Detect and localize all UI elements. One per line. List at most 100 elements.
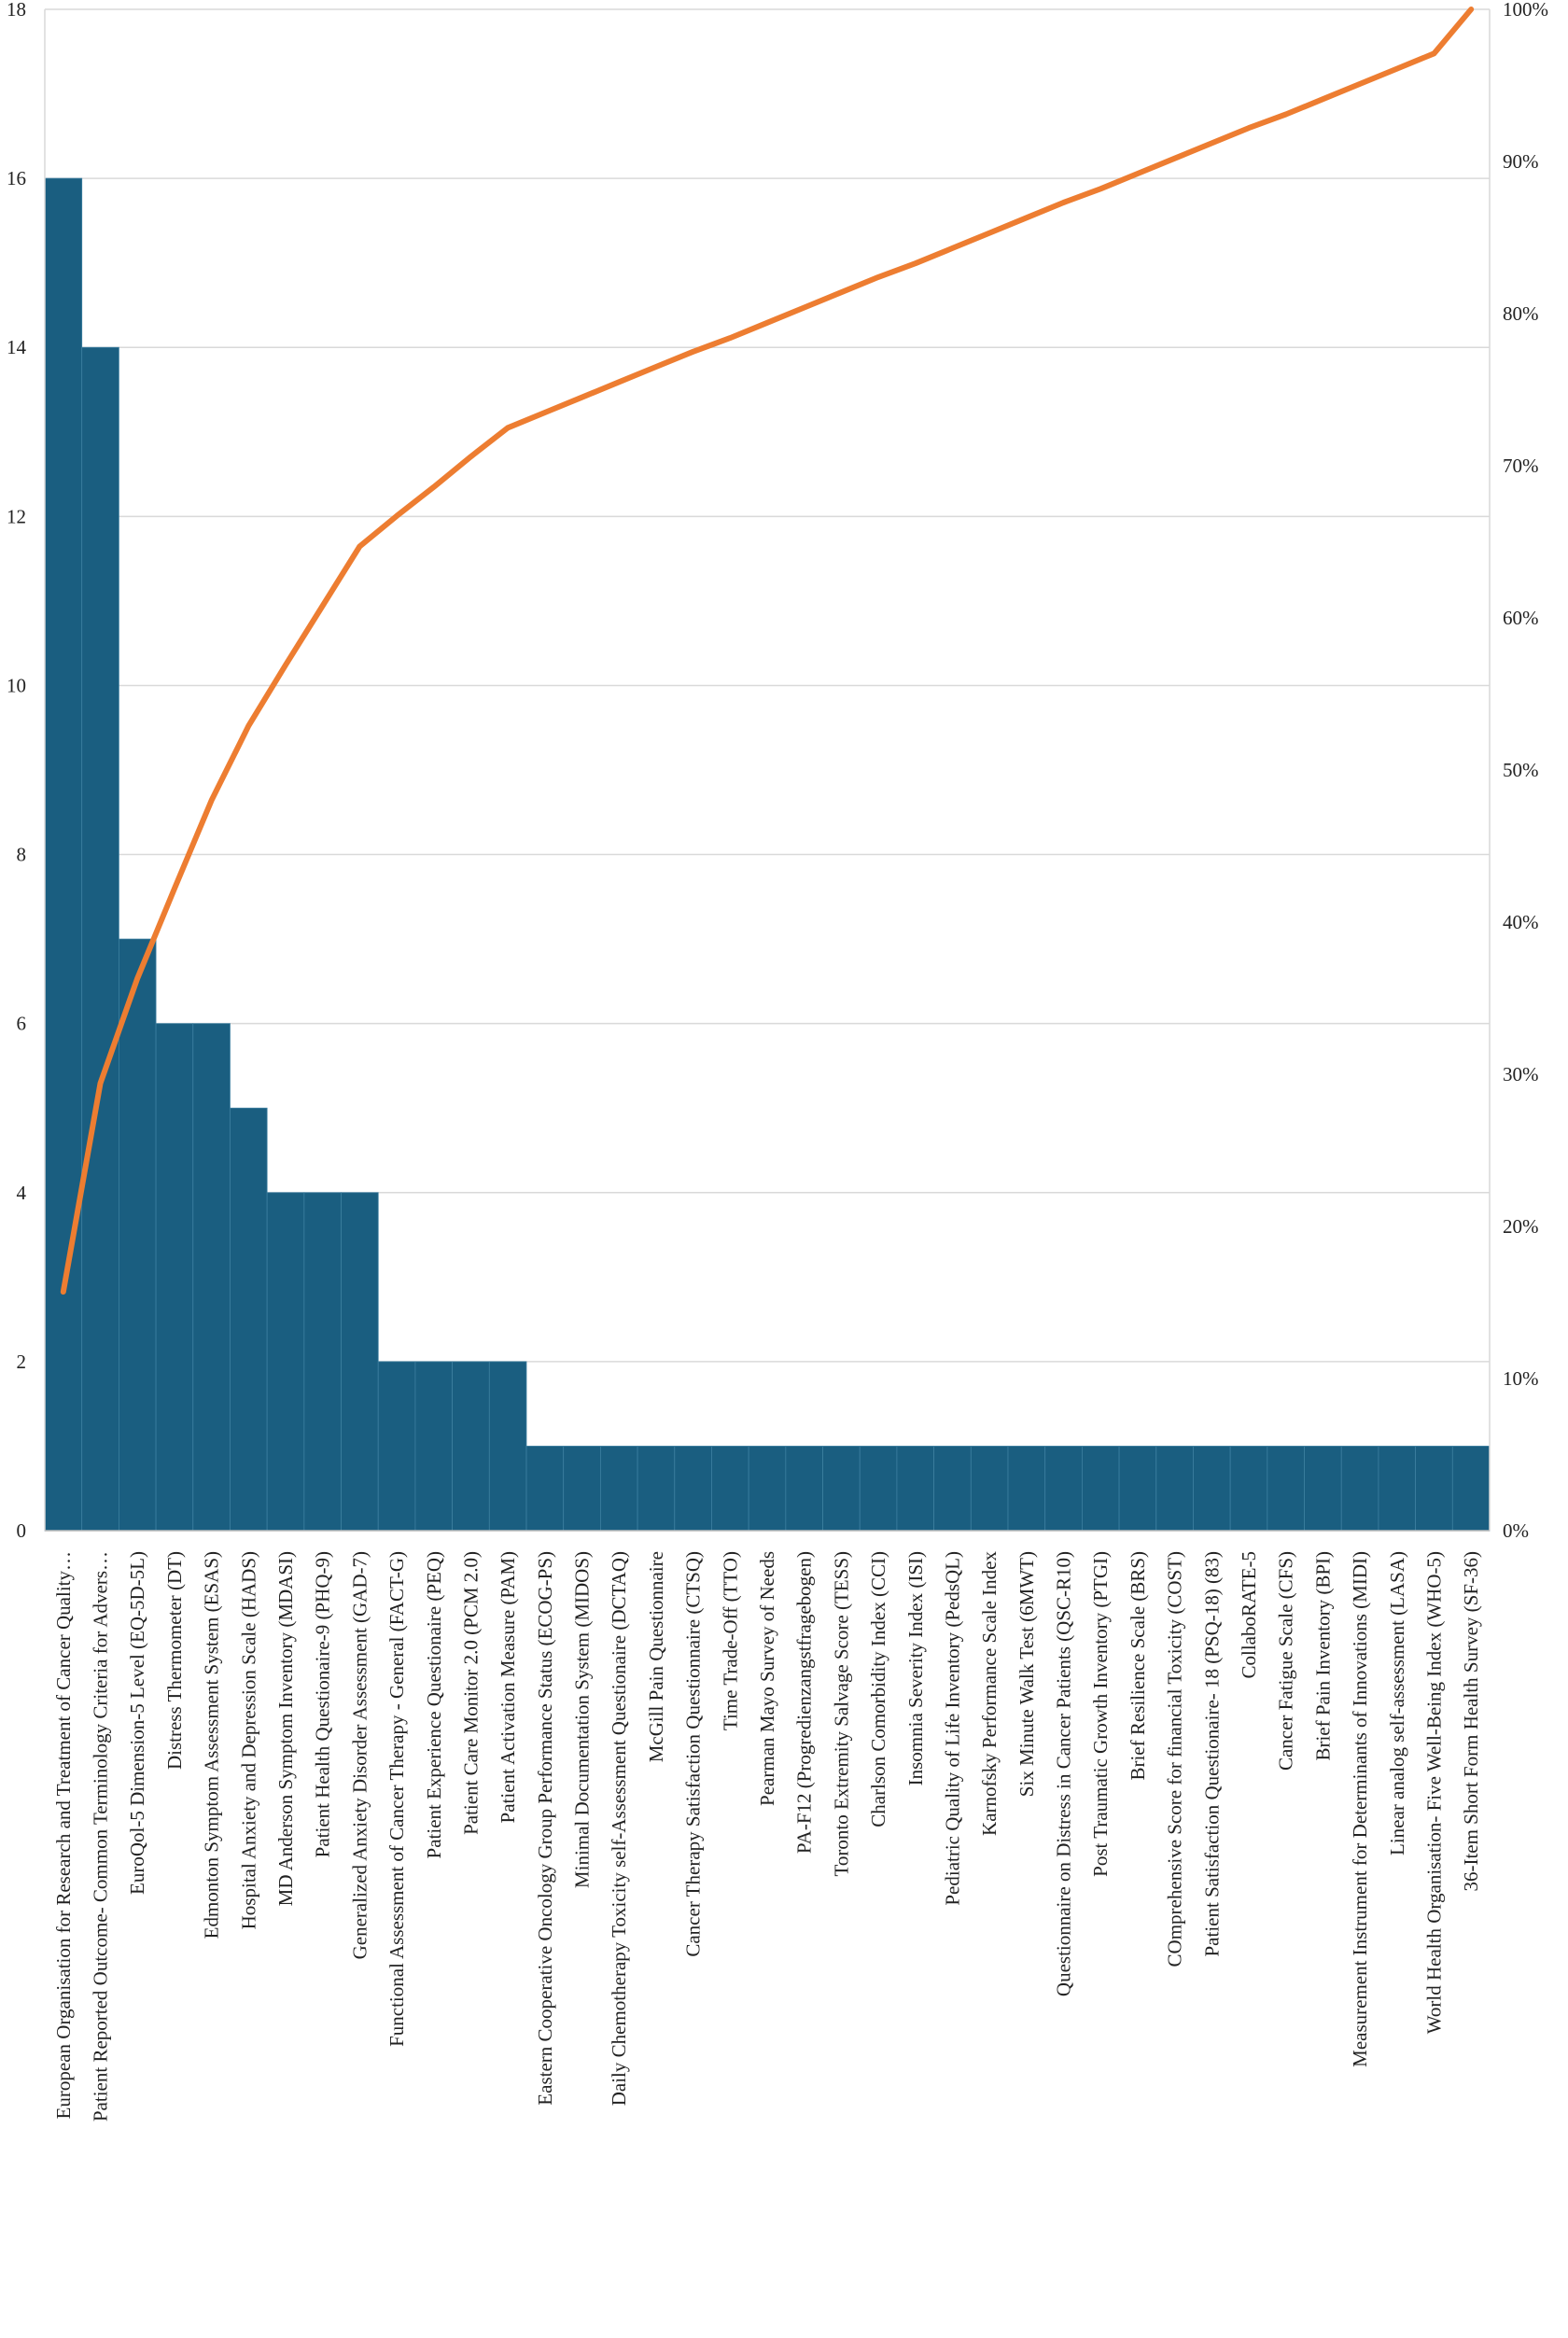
bar <box>415 1362 453 1531</box>
bar <box>378 1362 415 1531</box>
category-label: MD Anderson Symptom Inventory (MDASI) <box>274 1551 297 1906</box>
category-label: Linear analog self-assessment (LASA) <box>1386 1551 1408 1855</box>
bar <box>711 1446 749 1531</box>
category-label: COmprehensive Score for financial Toxici… <box>1164 1551 1186 1967</box>
category-label: Daily Chemotherapy Toxicity self-Assessm… <box>608 1551 630 2106</box>
category-label: Cancer Fatigue Scale (CFS) <box>1275 1551 1297 1771</box>
category-label: Distress Thermometer (DT) <box>163 1551 186 1770</box>
cumulative-percentage-line <box>63 9 1471 1292</box>
bar <box>637 1446 675 1531</box>
bar <box>971 1446 1008 1531</box>
category-label: Patient Care Monitor 2.0 (PCM 2.0) <box>460 1551 483 1835</box>
category-label: Patient Health Questionaire-9 (PHQ-9) <box>312 1551 334 1857</box>
category-label: Time Trade-Off (TTO) <box>719 1551 741 1730</box>
left-axis-tick-label: 2 <box>17 1351 27 1373</box>
left-axis-tick-label: 18 <box>7 0 26 21</box>
category-label: Edmonton Symptom Assessment System (ESAS… <box>201 1551 223 1939</box>
category-label: McGill Pain Questionnaire <box>645 1551 667 1762</box>
category-label: Insomnia Severity Index (ISI) <box>904 1551 927 1785</box>
bar <box>675 1446 712 1531</box>
category-label: Six Minute Walk Test (6MWT) <box>1015 1551 1038 1797</box>
category-label: Functional Assessment of Cancer Therapy … <box>385 1551 408 2047</box>
right-axis-tick-label: 50% <box>1503 759 1539 781</box>
left-axis-ticks: 0 2 4 6 8 10 12 14 16 18 <box>7 0 27 1542</box>
category-label: Brief Pain Inventory (BPI) <box>1311 1551 1334 1761</box>
category-label: Patient Experience Questionaire (PEQ) <box>423 1551 445 1858</box>
right-axis-tick-label: 30% <box>1503 1063 1539 1085</box>
left-axis-tick-label: 10 <box>7 674 26 696</box>
right-axis-tick-label: 90% <box>1503 150 1539 173</box>
bar <box>600 1446 637 1531</box>
bar <box>564 1446 601 1531</box>
bar <box>45 178 82 1531</box>
bar <box>1305 1446 1342 1531</box>
bar <box>1193 1446 1230 1531</box>
bar <box>749 1446 786 1531</box>
bar <box>156 1024 193 1531</box>
bar <box>860 1446 897 1531</box>
bar <box>897 1446 934 1531</box>
category-label: European Organisation for Research and T… <box>52 1551 75 2119</box>
left-axis-tick-label: 0 <box>17 1519 27 1542</box>
bar <box>1230 1446 1267 1531</box>
category-label: Patient Activation Measure (PAM) <box>497 1551 519 1823</box>
bar <box>1267 1446 1305 1531</box>
bar <box>342 1193 379 1531</box>
category-label: EuroQol-5 Dimension-5 Level (EQ-5D-5L) <box>126 1551 148 1895</box>
bar <box>489 1362 526 1531</box>
bar <box>1156 1446 1194 1531</box>
category-label: Post Traumatic Growth Inventory (PTGI) <box>1089 1551 1112 1877</box>
category-label: Measurement Instrument for Determinants … <box>1349 1551 1371 2067</box>
bar <box>1416 1446 1453 1531</box>
right-axis-tick-label: 20% <box>1503 1215 1539 1238</box>
right-axis-tick-label: 10% <box>1503 1367 1539 1390</box>
right-axis-tick-label: 80% <box>1503 302 1539 325</box>
category-label: Pediatric Quality of Life Inventory (Ped… <box>942 1551 964 1906</box>
right-axis-tick-label: 60% <box>1503 607 1539 629</box>
category-label: Pearman Mayo Survey of Needs <box>756 1551 778 1806</box>
bar <box>786 1446 823 1531</box>
category-label: World Health Organisation- Five Well-Bei… <box>1423 1551 1446 2034</box>
left-axis-tick-label: 16 <box>7 167 26 189</box>
left-axis-tick-label: 4 <box>17 1182 27 1204</box>
left-axis-tick-label: 6 <box>17 1013 27 1035</box>
category-label: Minimal Documentation System (MIDOS) <box>571 1551 594 1888</box>
bar <box>1082 1446 1119 1531</box>
category-label: Hospital Anxiety and Depression Scale (H… <box>237 1551 259 1929</box>
bar <box>82 347 119 1531</box>
bar <box>1008 1446 1045 1531</box>
right-axis-tick-label: 0% <box>1503 1519 1529 1542</box>
category-label: PA-F12 (Progredienzangstfragebogen) <box>793 1551 816 1854</box>
bar <box>230 1108 267 1531</box>
category-label: Generalized Anxiety Disorder Assessment … <box>348 1551 371 1959</box>
right-axis-tick-label: 70% <box>1503 455 1539 477</box>
category-label: Karnofsky Performance Scale Index <box>978 1551 1001 1836</box>
cumulative-line <box>63 9 1472 1292</box>
left-axis-tick-label: 8 <box>17 844 27 866</box>
bar <box>1119 1446 1156 1531</box>
category-label: Toronto Extremity Salvage Score (TESS) <box>830 1551 852 1876</box>
bar <box>267 1193 304 1531</box>
bar <box>119 939 156 1531</box>
category-label: 36-Item Short Form Health Survey (SF-36) <box>1460 1551 1482 1892</box>
bar <box>1379 1446 1416 1531</box>
bar <box>1341 1446 1379 1531</box>
left-axis-tick-label: 12 <box>7 505 26 527</box>
bar <box>1045 1446 1083 1531</box>
category-label: Eastern Cooperative Oncology Group Perfo… <box>534 1551 556 2106</box>
category-label: CollaboRATE-5 <box>1238 1551 1260 1679</box>
right-axis-tick-label: 40% <box>1503 911 1539 933</box>
bar <box>1452 1446 1490 1531</box>
category-label: Cancer Therapy Satisfaction Questionnair… <box>682 1551 705 1957</box>
category-label: Questionnaire on Distress in Cancer Pati… <box>1053 1551 1075 1996</box>
category-labels: European Organisation for Research and T… <box>52 1551 1482 2122</box>
category-label: Patient Satisfaction Questionaire- 18 (P… <box>1200 1551 1223 1957</box>
bar <box>934 1446 972 1531</box>
bar <box>304 1193 342 1531</box>
right-axis-ticks: 0%10%20%30%40%50%60%70%80%90%100% <box>1503 0 1548 1542</box>
left-axis-tick-label: 14 <box>7 336 27 358</box>
bar <box>823 1446 861 1531</box>
bar <box>453 1362 490 1531</box>
